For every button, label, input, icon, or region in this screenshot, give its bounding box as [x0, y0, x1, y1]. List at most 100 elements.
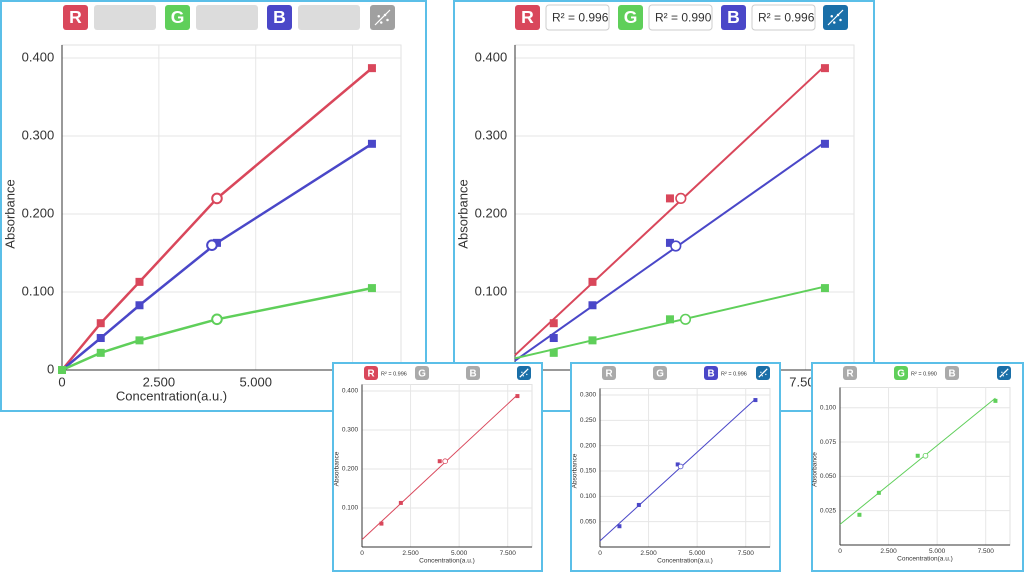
data-point [588, 301, 597, 310]
fit-toggle-dot [377, 15, 380, 18]
x-tick-label: 5.000 [689, 550, 706, 557]
x-tick-label: 0 [598, 550, 602, 557]
y-tick-label: 0.200 [580, 442, 597, 449]
unknown-sample [679, 313, 692, 325]
data-point [617, 524, 622, 529]
fit-toggle-dot [383, 13, 387, 17]
data-point [753, 398, 758, 403]
fit-toggle-dot [761, 375, 763, 377]
data-point [820, 64, 829, 73]
chart-panel: R G R² = 0.990 B 0.025 0.050 0.075 0.100 0 2.500 5… [811, 362, 1024, 572]
r2-label: R² = 0.996 [552, 11, 609, 25]
fit-line [839, 397, 996, 525]
data-point [993, 398, 998, 403]
r2-label: R² = 0.990 [655, 11, 712, 25]
x-axis-title: Concentration(a.u.) [116, 389, 227, 404]
channel-button[interactable] [704, 366, 718, 380]
channel-label: B [707, 369, 714, 380]
channel-button[interactable] [63, 5, 88, 30]
channel-button[interactable] [466, 366, 480, 380]
fit-toggle-dot [521, 371, 523, 373]
channel-label: B [948, 369, 955, 380]
fit-toggle[interactable] [997, 366, 1011, 380]
x-tick-label: 5.000 [929, 548, 946, 555]
x-tick-label: 7.500 [738, 550, 755, 557]
fit-line [514, 65, 826, 356]
y-tick-label: 0.200 [342, 466, 359, 473]
channel-button[interactable] [618, 5, 643, 30]
fit-toggle[interactable] [370, 5, 395, 30]
r2-label: R² = 0.996 [721, 371, 747, 377]
y-tick-label: 0.100 [22, 283, 55, 298]
fit-toggle[interactable] [756, 366, 770, 380]
plot-area [599, 388, 771, 548]
fit-toggle-dot [760, 371, 762, 373]
r2-box [94, 5, 156, 30]
data-point [857, 512, 862, 517]
y-axis-title: Absorbance [811, 452, 818, 487]
x-axis-title: Concentration(a.u.) [657, 557, 713, 564]
r2-label: R² = 0.996 [381, 371, 407, 377]
y-tick-label: 0.150 [580, 468, 597, 475]
channel-button[interactable] [721, 5, 746, 30]
channel-button[interactable] [945, 366, 959, 380]
fit-line [514, 141, 826, 362]
x-tick-label: 2.500 [880, 548, 897, 555]
fit-toggle-line [758, 368, 768, 378]
fit-toggle-dot [836, 13, 840, 17]
channel-button[interactable] [165, 5, 190, 30]
data-point [588, 277, 597, 286]
fit-toggle[interactable] [823, 5, 848, 30]
fit-toggle-dot [765, 373, 767, 376]
channel-label: B [469, 369, 476, 380]
plot-area [61, 44, 402, 371]
data-point [549, 348, 558, 357]
r2-label: R² = 0.996 [758, 11, 815, 25]
fit-toggle-dot [830, 15, 833, 18]
channel-button[interactable] [602, 366, 616, 380]
data-point [876, 490, 881, 495]
fit-toggle-line [999, 368, 1009, 378]
fit-line [361, 394, 518, 540]
channel-label: R [605, 369, 612, 380]
y-axis-title: Absorbance [3, 179, 18, 248]
fit-line [599, 398, 756, 542]
unknown-sample [675, 192, 687, 204]
r2-box [196, 5, 258, 30]
data-point [379, 521, 384, 526]
x-tick-label: 0 [58, 374, 65, 389]
y-tick-label: 0.050 [820, 473, 837, 480]
fit-toggle[interactable] [517, 366, 531, 380]
y-tick-label: 0.400 [475, 49, 508, 64]
data-point [96, 348, 105, 357]
fit-toggle-dot [1006, 373, 1008, 376]
x-tick-label: 5.000 [451, 550, 468, 557]
x-tick-label: 0 [360, 550, 364, 557]
channel-button[interactable] [515, 5, 540, 30]
data-point [437, 459, 442, 464]
y-tick-label: 0.300 [580, 392, 597, 399]
y-tick-label: 0.300 [342, 427, 359, 434]
channel-button[interactable] [843, 366, 857, 380]
r2-box [545, 4, 610, 31]
data-point [675, 462, 680, 467]
channel-button[interactable] [267, 5, 292, 30]
channel-label: B [273, 7, 286, 27]
fit-toggle-dot [524, 370, 527, 373]
unknown-sample [206, 239, 218, 251]
channel-button[interactable] [364, 366, 378, 380]
y-tick-label: 0.075 [820, 439, 837, 446]
channel-button[interactable] [894, 366, 908, 380]
y-tick-label: 0.100 [820, 404, 837, 411]
channel-button[interactable] [415, 366, 429, 380]
channel-button[interactable] [653, 366, 667, 380]
r2-label: R² = 0.990 [911, 371, 937, 377]
fit-toggle-dot [833, 21, 836, 24]
data-point [820, 284, 829, 293]
x-tick-label: 2.500 [143, 374, 176, 389]
chart-panel: RGB00.1000.2000.3000.40002.5005.0007.500… [0, 0, 427, 412]
data-point [515, 394, 520, 399]
